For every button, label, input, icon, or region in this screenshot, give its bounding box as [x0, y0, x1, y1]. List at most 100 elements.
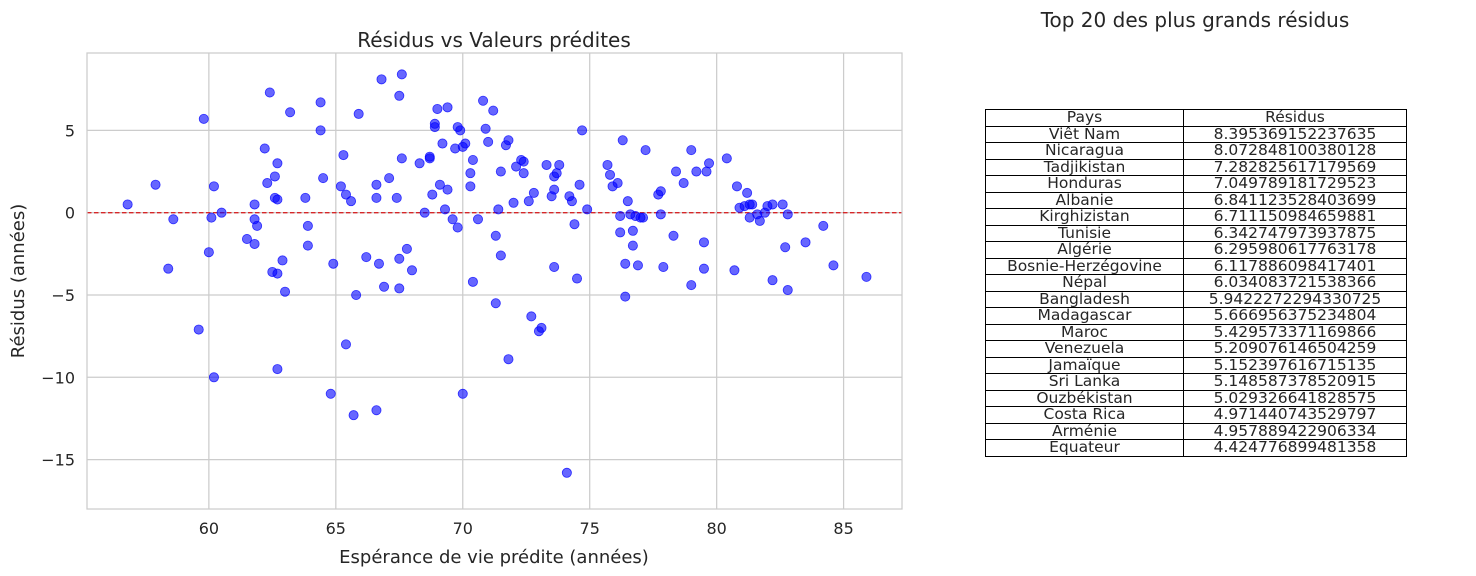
data-point [264, 87, 275, 98]
country-cell: Viêt Nam [985, 125, 1184, 143]
data-point [472, 214, 483, 225]
data-point [206, 212, 217, 223]
data-point [414, 158, 425, 169]
data-point [742, 187, 753, 198]
data-point [617, 135, 628, 146]
data-point [526, 311, 537, 322]
residual-cell: 6.034083721538366 [1183, 274, 1407, 292]
y-tick-label: −15 [41, 451, 75, 470]
y-tick-label: −10 [41, 368, 75, 387]
x-tick-label: 60 [199, 519, 219, 538]
country-cell: Madagascar [985, 307, 1184, 325]
x-tick-label: 70 [453, 519, 473, 538]
data-point [325, 388, 336, 399]
data-point [203, 247, 214, 258]
data-point [549, 262, 560, 273]
data-point [351, 289, 362, 300]
data-point [767, 275, 778, 286]
data-point [340, 189, 351, 200]
residual-cell: 5.9422272294330725 [1183, 290, 1407, 308]
chart-title: Résidus vs Valeurs prédites [357, 28, 631, 52]
data-point [698, 237, 709, 248]
y-tick-labels: 5 0 −5 −10 −15 [41, 121, 75, 469]
data-point [490, 230, 501, 241]
data-point [346, 196, 357, 207]
data-point [572, 273, 583, 284]
data-point [208, 181, 219, 192]
data-point [353, 108, 364, 119]
data-point [434, 179, 445, 190]
residual-cell: 6.295980617763178 [1183, 241, 1407, 259]
data-point [503, 354, 514, 365]
country-cell: Venezuela [985, 340, 1184, 358]
data-point [315, 125, 326, 136]
data-point [782, 285, 793, 296]
data-point [488, 105, 499, 116]
data-point [767, 199, 778, 210]
table-row: Costa Rica 4.971440743529797 [985, 406, 1407, 424]
data-point [861, 271, 872, 282]
data-point [731, 181, 742, 192]
table-row: Algérie 6.295980617763178 [985, 241, 1407, 259]
data-point [615, 210, 626, 221]
scatter-points [122, 69, 872, 478]
table-row: Venezuela 5.209076146504259 [985, 340, 1407, 358]
x-tick-labels: 60 65 70 75 80 85 [199, 519, 854, 538]
data-point [622, 196, 633, 207]
residual-cell: 6.711150984659881 [1183, 208, 1407, 226]
data-point [272, 194, 283, 205]
data-point [638, 212, 649, 223]
residual-cell: 7.282825617179569 [1183, 158, 1407, 176]
country-cell: Népal [985, 274, 1184, 292]
table-row: Jamaïque 5.152397616715135 [985, 356, 1407, 374]
residual-cell: 4.971440743529797 [1183, 406, 1407, 424]
country-cell: Bangladesh [985, 290, 1184, 308]
data-point [252, 220, 263, 231]
data-point [668, 230, 679, 241]
data-point [269, 171, 280, 182]
data-point [391, 192, 402, 203]
data-point [701, 166, 712, 177]
data-point [457, 388, 468, 399]
data-point [691, 166, 702, 177]
residual-cell: 5.148587378520915 [1183, 373, 1407, 391]
data-point [259, 143, 270, 154]
data-point [483, 136, 494, 147]
data-point [627, 225, 638, 236]
data-point [302, 220, 313, 231]
data-point [300, 192, 311, 203]
table-row: Kirghizistan 6.711150984659881 [985, 208, 1407, 226]
data-point [396, 153, 407, 164]
table-row: Albanie 6.841123528403699 [985, 191, 1407, 209]
data-point [605, 169, 616, 180]
residual-cell: 6.841123528403699 [1183, 191, 1407, 209]
y-axis-title: Résidus (années) [8, 204, 29, 359]
data-point [678, 178, 689, 189]
data-point [338, 150, 349, 161]
data-point [371, 179, 382, 190]
data-point [503, 135, 514, 146]
data-point [698, 263, 709, 274]
data-point [467, 155, 478, 166]
table-row: Tunisie 6.342747973937875 [985, 224, 1407, 242]
data-point [686, 280, 697, 291]
x-tick-label: 65 [326, 519, 346, 538]
data-point [818, 220, 829, 231]
y-tick-label: 0 [65, 204, 75, 223]
data-point [658, 262, 669, 273]
data-point [828, 260, 839, 271]
data-point [193, 324, 204, 335]
residual-cell: 5.029326641828575 [1183, 389, 1407, 407]
country-cell: Jamaïque [985, 356, 1184, 374]
data-point [437, 138, 448, 149]
data-point [640, 145, 651, 156]
data-point [379, 281, 390, 292]
data-point [615, 227, 626, 238]
data-point [249, 199, 260, 210]
data-point [122, 199, 133, 210]
data-point [528, 187, 539, 198]
country-cell: Honduras [985, 175, 1184, 193]
data-point [401, 243, 412, 254]
country-cell: Équateur [985, 439, 1184, 457]
table-row: Ouzbékistan 5.029326641828575 [985, 389, 1407, 407]
